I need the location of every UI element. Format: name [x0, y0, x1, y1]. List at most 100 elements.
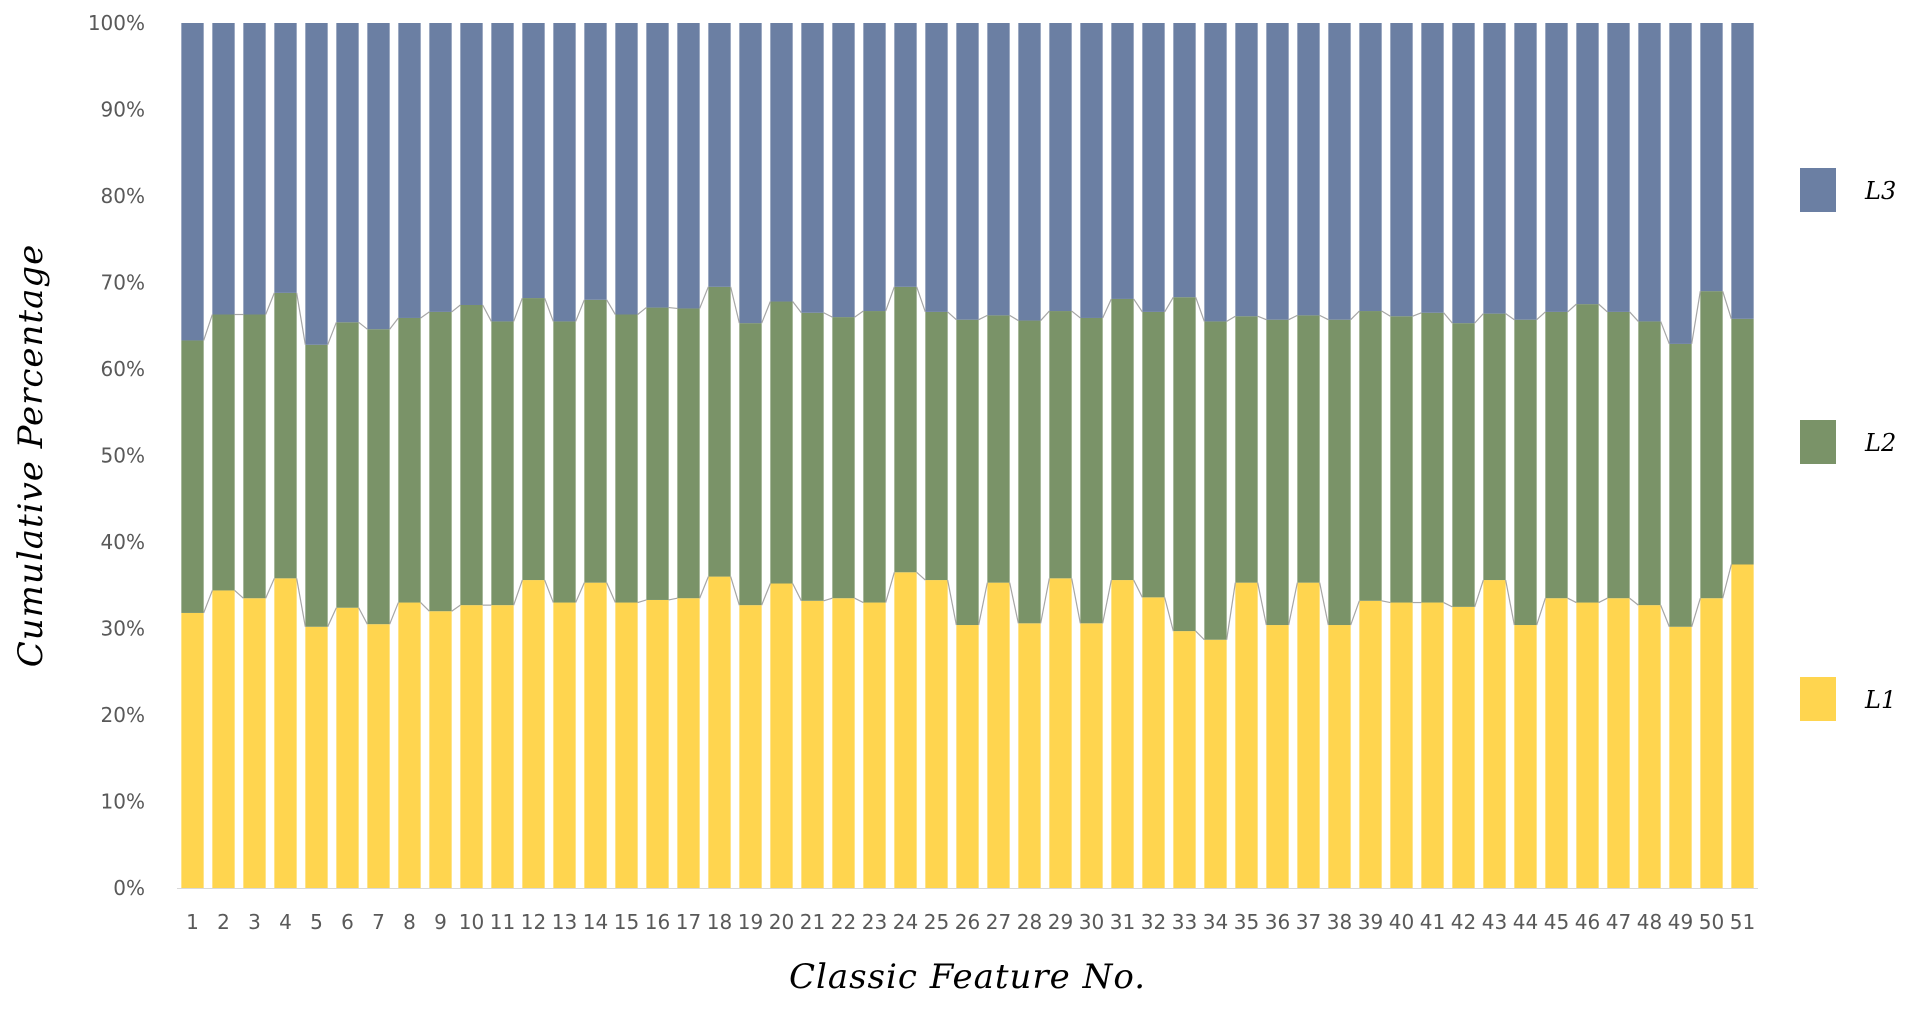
bar-l1-33 — [1173, 631, 1196, 888]
bar-l2-2 — [212, 314, 235, 591]
x-tick-label: 42 — [1451, 910, 1476, 934]
x-tick-label: 21 — [800, 910, 825, 934]
bar-l1-40 — [1390, 602, 1413, 888]
x-tick-label: 22 — [831, 910, 856, 934]
bar-l2-29 — [1049, 311, 1072, 579]
bar-l1-38 — [1328, 625, 1351, 888]
bar-l3-27 — [987, 23, 1010, 316]
bar-l2-4 — [274, 292, 297, 579]
bar-l1-6 — [336, 607, 359, 888]
series-line-l2-3 — [265, 292, 275, 315]
bar-l1-17 — [677, 598, 700, 888]
legend-label-l2: L2 — [1864, 429, 1896, 457]
bar-l2-44 — [1514, 319, 1537, 626]
series-line-l1-2 — [234, 589, 244, 599]
series-line-l2-21 — [823, 312, 833, 318]
series-line-l1-14 — [606, 582, 616, 603]
series-line-l2-7 — [389, 317, 399, 330]
bar-l3-48 — [1638, 23, 1661, 322]
y-tick-label: 80% — [101, 184, 145, 208]
bar-l2-6 — [336, 322, 359, 608]
bar-l2-45 — [1545, 311, 1568, 599]
x-tick-label: 4 — [279, 910, 292, 934]
x-tick-label: 51 — [1730, 910, 1755, 934]
x-tick-label: 37 — [1296, 910, 1321, 934]
x-tick-label: 39 — [1358, 910, 1383, 934]
x-tick-label: 6 — [341, 910, 354, 934]
bar-l2-37 — [1297, 315, 1320, 583]
bar-l3-35 — [1235, 23, 1258, 317]
bar-l2-34 — [1204, 321, 1227, 640]
x-tick-label: 36 — [1265, 910, 1290, 934]
series-line-l1-17 — [699, 576, 709, 599]
series-line-l1-1 — [203, 590, 213, 614]
bar-l3-7 — [367, 23, 390, 330]
series-line-l1-4 — [296, 578, 306, 627]
series-line-l2-30 — [1102, 298, 1112, 319]
bar-l3-46 — [1576, 23, 1599, 305]
bar-l1-8 — [398, 602, 421, 888]
series-line-l1-19 — [761, 583, 771, 606]
series-line-l1-23 — [885, 572, 895, 603]
bar-l3-26 — [956, 23, 979, 320]
series-line-l1-22 — [854, 597, 864, 604]
bar-l3-37 — [1297, 23, 1320, 316]
bar-l1-47 — [1607, 598, 1630, 888]
series-line-l1-6 — [358, 607, 368, 625]
x-tick-label: 46 — [1575, 910, 1600, 934]
bars-layer — [181, 23, 1754, 889]
x-tick-label: 43 — [1482, 910, 1507, 934]
x-tick-label: 48 — [1637, 910, 1662, 934]
x-tick-label: 44 — [1513, 910, 1538, 934]
series-line-l2-20 — [792, 301, 802, 314]
x-tick-label: 14 — [583, 910, 608, 934]
bar-l3-23 — [863, 23, 886, 312]
bar-l2-28 — [1018, 320, 1041, 624]
bar-l2-1 — [181, 340, 204, 613]
series-line-l1-36 — [1288, 582, 1298, 626]
bar-l3-10 — [460, 23, 483, 305]
bar-l1-10 — [460, 605, 483, 888]
bar-l3-3 — [243, 23, 266, 315]
bar-l3-18 — [708, 23, 731, 287]
series-line-l1-49 — [1691, 598, 1701, 627]
series-line-l1-8 — [420, 602, 430, 612]
series-line-l2-11 — [513, 297, 523, 322]
series-line-l2-16 — [668, 306, 678, 310]
bar-l2-15 — [615, 314, 638, 603]
x-tick-label: 8 — [403, 910, 416, 934]
bar-l1-23 — [863, 602, 886, 888]
bar-l1-15 — [615, 602, 638, 888]
bar-l3-22 — [832, 23, 855, 318]
series-line-l2-40 — [1412, 312, 1422, 317]
bar-l2-42 — [1452, 323, 1475, 607]
x-tick-label: 17 — [676, 910, 701, 934]
bar-l3-32 — [1142, 23, 1165, 312]
x-axis-title: Classic Feature No. — [789, 957, 1146, 997]
bar-l2-41 — [1421, 312, 1444, 603]
bar-l1-34 — [1204, 639, 1227, 888]
x-tick-label: 23 — [862, 910, 887, 934]
series-line-l1-39 — [1381, 600, 1391, 604]
bar-l2-33 — [1173, 297, 1196, 632]
y-axis-ticks: 0% 10% 20% 30% 40% 50% 60% 70% 80% 90% 100% — [88, 11, 145, 900]
bar-l1-13 — [553, 602, 576, 888]
bar-l3-4 — [274, 23, 297, 293]
bar-l1-50 — [1700, 598, 1723, 888]
bar-l1-16 — [646, 599, 669, 888]
y-tick-label: 70% — [101, 271, 145, 295]
bar-l1-41 — [1421, 602, 1444, 888]
bar-l2-23 — [863, 311, 886, 603]
bar-l2-46 — [1576, 304, 1599, 603]
bar-l1-35 — [1235, 582, 1258, 888]
bar-l1-27 — [987, 582, 1010, 888]
bar-l3-24 — [894, 23, 917, 287]
series-line-l2-27 — [1009, 314, 1019, 322]
x-tick-label: 49 — [1668, 910, 1693, 934]
bar-l3-45 — [1545, 23, 1568, 312]
series-line-l2-39 — [1381, 310, 1391, 317]
series-line-l2-23 — [885, 286, 895, 312]
bar-l3-13 — [553, 23, 576, 322]
x-tick-label: 34 — [1203, 910, 1228, 934]
